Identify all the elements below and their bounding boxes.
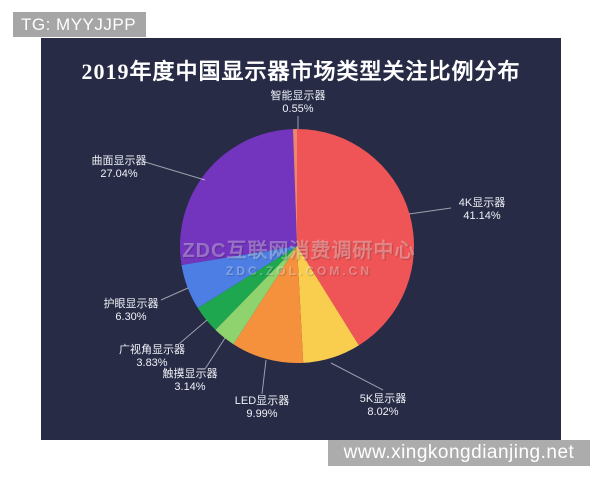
leader-line-3 [204, 337, 226, 370]
slice-value-2: 9.99% [246, 408, 277, 420]
pie-slice-5 [181, 246, 297, 308]
slice-value-0: 41.14% [463, 210, 501, 222]
leader-line-4 [178, 319, 208, 345]
slice-value-6: 27.04% [100, 168, 138, 180]
slice-label-7: 智能显示器 [271, 88, 326, 102]
leader-line-6 [144, 161, 206, 181]
leader-line-1 [330, 362, 384, 391]
site-watermark-label: www.xingkongdianjing.net [343, 442, 575, 463]
slice-value-1: 8.02% [367, 406, 398, 418]
slice-label-2: LED显示器 [235, 394, 289, 407]
tg-watermark-banner: TG: MYYJJPP [13, 12, 146, 37]
pie-slice-2 [233, 246, 304, 364]
pie-slice-4 [197, 246, 297, 330]
pie-slice-7 [292, 129, 297, 246]
slice-value-5: 6.30% [115, 311, 146, 323]
slice-label-3: 触摸显示器 [163, 366, 218, 380]
leader-line-2 [261, 359, 267, 395]
pie-slice-3 [215, 246, 297, 345]
chart-title: 2019年度中国显示器市场类型关注比例分布 [81, 59, 521, 84]
slice-value-4: 3.83% [136, 357, 167, 369]
slice-label-6: 曲面显示器 [92, 154, 147, 167]
tg-watermark-label: TG: MYYJJPP [21, 15, 137, 34]
site-watermark-banner: www.xingkongdianjing.net [328, 440, 590, 466]
slice-label-5: 护眼显示器 [104, 296, 159, 310]
leader-line-0 [408, 207, 452, 215]
leader-line-5 [160, 287, 189, 301]
slice-label-1: 5K显示器 [360, 392, 406, 405]
slice-value-3: 3.14% [174, 381, 205, 393]
slice-label-4: 广视角显示器 [119, 342, 185, 356]
slice-label-0: 4K显示器 [459, 196, 505, 209]
pie-slice-1 [297, 246, 359, 363]
pie-slice-0 [297, 129, 415, 346]
pie-slice-6 [179, 129, 297, 265]
pie-chart-panel: 4K显示器 41.14% 5K显示器 8.02% LED显示器 9.99% 触摸显示器 3.1… [41, 38, 561, 440]
slice-value-7: 0.55% [282, 103, 313, 115]
